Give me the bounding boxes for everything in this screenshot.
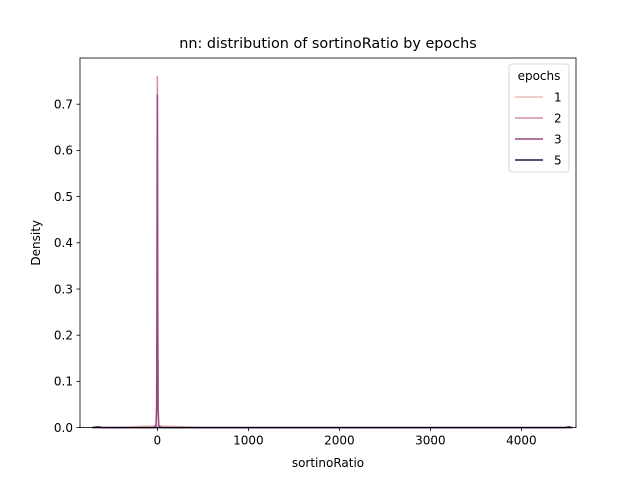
chart-title: nn: distribution of sortinoRatio by epoc… xyxy=(179,36,477,52)
legend-entries: 1 2 3 5 xyxy=(515,90,562,167)
legend-title: epochs xyxy=(518,69,561,83)
x-tick-label: 1000 xyxy=(233,434,264,448)
y-ticks: 0.0 0.1 0.2 0.3 0.4 0.5 0.6 0.7 xyxy=(54,98,80,435)
y-tick-label: 0.5 xyxy=(54,190,73,204)
x-tick-label: 2000 xyxy=(324,434,355,448)
legend-label-5: 5 xyxy=(554,153,562,167)
y-tick-label: 0.4 xyxy=(54,236,73,250)
y-tick-label: 0.6 xyxy=(54,144,73,158)
y-tick-label: 0.2 xyxy=(54,329,73,343)
legend-label-3: 3 xyxy=(554,132,562,146)
y-tick-label: 0.3 xyxy=(54,282,73,296)
x-tick-label: 0 xyxy=(154,434,162,448)
y-axis-label: Density xyxy=(29,220,43,266)
legend-label-1: 1 xyxy=(554,90,562,104)
x-axis-label: sortinoRatio xyxy=(292,456,364,470)
legend: epochs 1 2 3 5 xyxy=(508,63,570,173)
y-tick-label: 0.0 xyxy=(54,421,73,435)
y-tick-label: 0.7 xyxy=(54,98,73,112)
legend-label-2: 2 xyxy=(554,111,562,125)
x-tick-label: 4000 xyxy=(506,434,537,448)
x-tick-label: 3000 xyxy=(415,434,446,448)
y-tick-label: 0.1 xyxy=(54,375,73,389)
x-ticks: 0 1000 2000 3000 4000 xyxy=(154,427,537,448)
